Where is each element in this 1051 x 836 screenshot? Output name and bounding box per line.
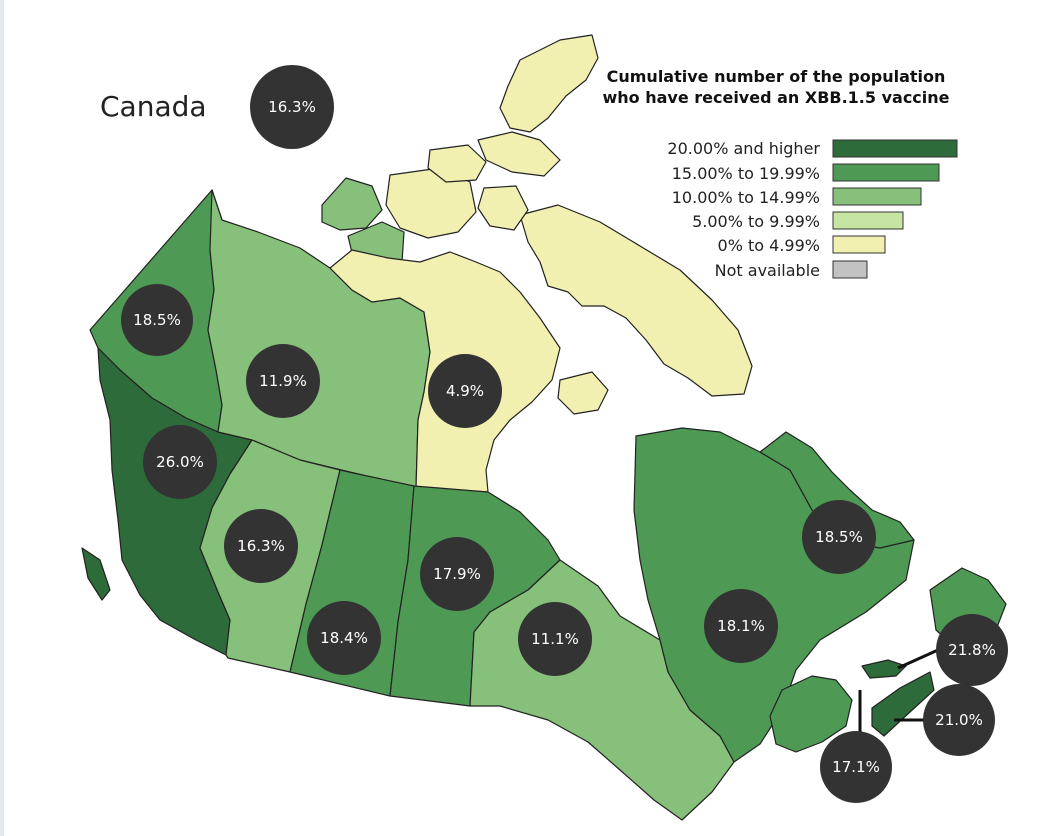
region-nunavut-ellesmere [499, 34, 599, 133]
value-label-saskatchewan: 18.4% [320, 629, 368, 647]
region-british-columbia-island [81, 547, 111, 601]
region-nunavut-mid-islands [427, 144, 487, 183]
legend: Cumulative number of the population who … [602, 67, 958, 280]
region-nunavut-somerset [477, 185, 529, 231]
value-bubble-manitoba: 17.9% [420, 537, 494, 611]
legend-swatch-4 [832, 211, 904, 230]
region-nunavut-southampton [557, 371, 609, 415]
value-label-prince-edward-island: 21.8% [948, 641, 996, 659]
region-prince-edward-island [861, 659, 907, 679]
value-label-yukon: 18.5% [133, 311, 181, 329]
value-label-quebec: 18.1% [717, 617, 765, 635]
value-bubble-ontario: 11.1% [518, 602, 592, 676]
legend-label-1: 20.00% and higher [667, 139, 820, 158]
value-bubble-yukon: 18.5% [121, 284, 193, 356]
value-bubble-nunavut: 4.9% [428, 354, 502, 428]
value-label-nova-scotia: 21.0% [935, 711, 983, 729]
region-nova-scotia [871, 671, 935, 737]
legend-label-4: 5.00% to 9.99% [692, 212, 820, 231]
legend-swatch-2 [832, 163, 940, 182]
map-title: Canada [100, 90, 207, 123]
value-bubble-saskatchewan: 18.4% [307, 601, 381, 675]
value-bubble-northwest-territories: 11.9% [246, 344, 320, 418]
legend-label-5: 0% to 4.99% [718, 236, 820, 255]
value-bubble-newfoundland-and-labrador: 18.5% [802, 500, 876, 574]
legend-label-3: 10.00% to 14.99% [672, 188, 820, 207]
region-nunavut-baffin [519, 204, 753, 397]
legend-label-6: Not available [715, 261, 820, 280]
legend-label-2: 15.00% to 19.99% [672, 164, 820, 183]
value-label-nunavut: 4.9% [446, 382, 484, 400]
legend-swatch-3 [832, 187, 922, 206]
value-bubble-new-brunswick: 17.1% [820, 731, 892, 803]
value-label-newfoundland-and-labrador: 18.5% [815, 528, 863, 546]
value-bubble-quebec: 18.1% [704, 589, 778, 663]
value-label-manitoba: 17.9% [433, 565, 481, 583]
region-new-brunswick [769, 675, 853, 753]
value-label-new-brunswick: 17.1% [832, 758, 880, 776]
region-newfoundland-and-labrador [759, 431, 915, 549]
value-bubble-alberta: 16.3% [224, 509, 298, 583]
region-nwt-banks-island [321, 177, 383, 231]
leader-line-prince-edward-island [897, 648, 939, 670]
national-value-bubble: 16.3% [250, 65, 334, 149]
value-bubble-british-columbia: 26.0% [143, 425, 217, 499]
region-nunavut-islands [385, 34, 753, 415]
national-value-label: 16.3% [268, 98, 316, 116]
region-nunavut-devon [477, 131, 561, 177]
legend-swatch-6 [832, 260, 868, 279]
legend-title-line-2: who have received an XBB.1.5 vaccine [602, 88, 949, 107]
value-label-british-columbia: 26.0% [156, 453, 204, 471]
value-bubble-prince-edward-island: 21.8% [936, 614, 1008, 686]
legend-swatch-1 [832, 139, 958, 158]
legend-title-line-1: Cumulative number of the population [607, 67, 946, 86]
value-label-northwest-territories: 11.9% [259, 372, 307, 390]
value-label-ontario: 11.1% [531, 630, 579, 648]
value-bubble-nova-scotia: 21.0% [923, 684, 995, 756]
page-edge-rule [0, 0, 4, 836]
legend-swatch-5 [832, 235, 886, 254]
value-label-alberta: 16.3% [237, 537, 285, 555]
